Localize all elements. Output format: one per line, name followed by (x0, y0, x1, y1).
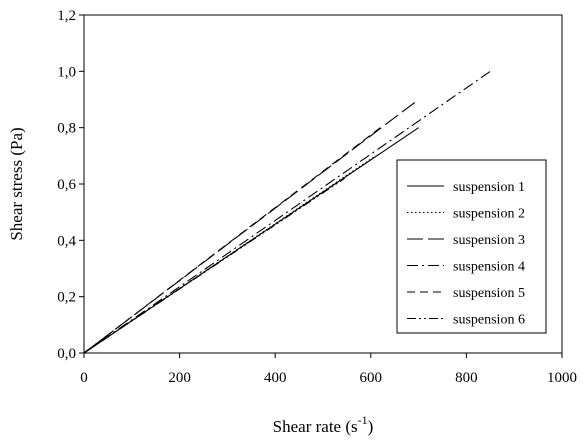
y-axis-title: Shear stress (Pa) (7, 127, 26, 240)
series-line-5 (83, 127, 381, 354)
legend-label-1: suspension 1 (453, 180, 525, 195)
y-tick-label: 0,4 (57, 233, 76, 249)
x-tick-label: 800 (455, 370, 478, 386)
y-tick-label: 0,6 (57, 177, 76, 193)
legend: suspension 1 suspension 2 suspension 3 susp… (396, 159, 547, 334)
legend-label-3: suspension 3 (453, 233, 525, 248)
series-line-6 (83, 177, 345, 354)
x-tick-label: 1000 (547, 370, 577, 386)
y-tick-label: 0,8 (57, 121, 76, 137)
legend-label-5: suspension 5 (453, 286, 525, 301)
legend-entries: suspension 1 suspension 2 suspension 3 susp… (407, 180, 525, 328)
y-tick-label: 1,2 (57, 8, 76, 24)
x-axis-ticks: 0 200 400 600 800 1000 (80, 353, 577, 386)
y-tick-label: 0,0 (57, 346, 76, 362)
x-tick-label: 200 (168, 370, 191, 386)
y-tick-label: 1,0 (57, 64, 76, 80)
legend-label-2: suspension 2 (453, 207, 525, 222)
legend-label-4: suspension 4 (453, 260, 525, 275)
legend-box (396, 159, 547, 334)
legend-label-6: suspension 6 (453, 313, 525, 328)
series-line-2 (83, 155, 376, 354)
series-layer (83, 70, 491, 354)
x-axis-title: Shear rate (s-1) (273, 413, 374, 436)
x-tick-label: 0 (80, 370, 88, 386)
x-tick-label: 400 (264, 370, 287, 386)
series-line-4 (83, 70, 491, 354)
y-axis-ticks: 0,0 0,2 0,4 0,6 0,8 1,0 1,2 (57, 8, 84, 362)
x-tick-label: 600 (360, 370, 383, 386)
y-tick-label: 0,2 (57, 290, 76, 306)
